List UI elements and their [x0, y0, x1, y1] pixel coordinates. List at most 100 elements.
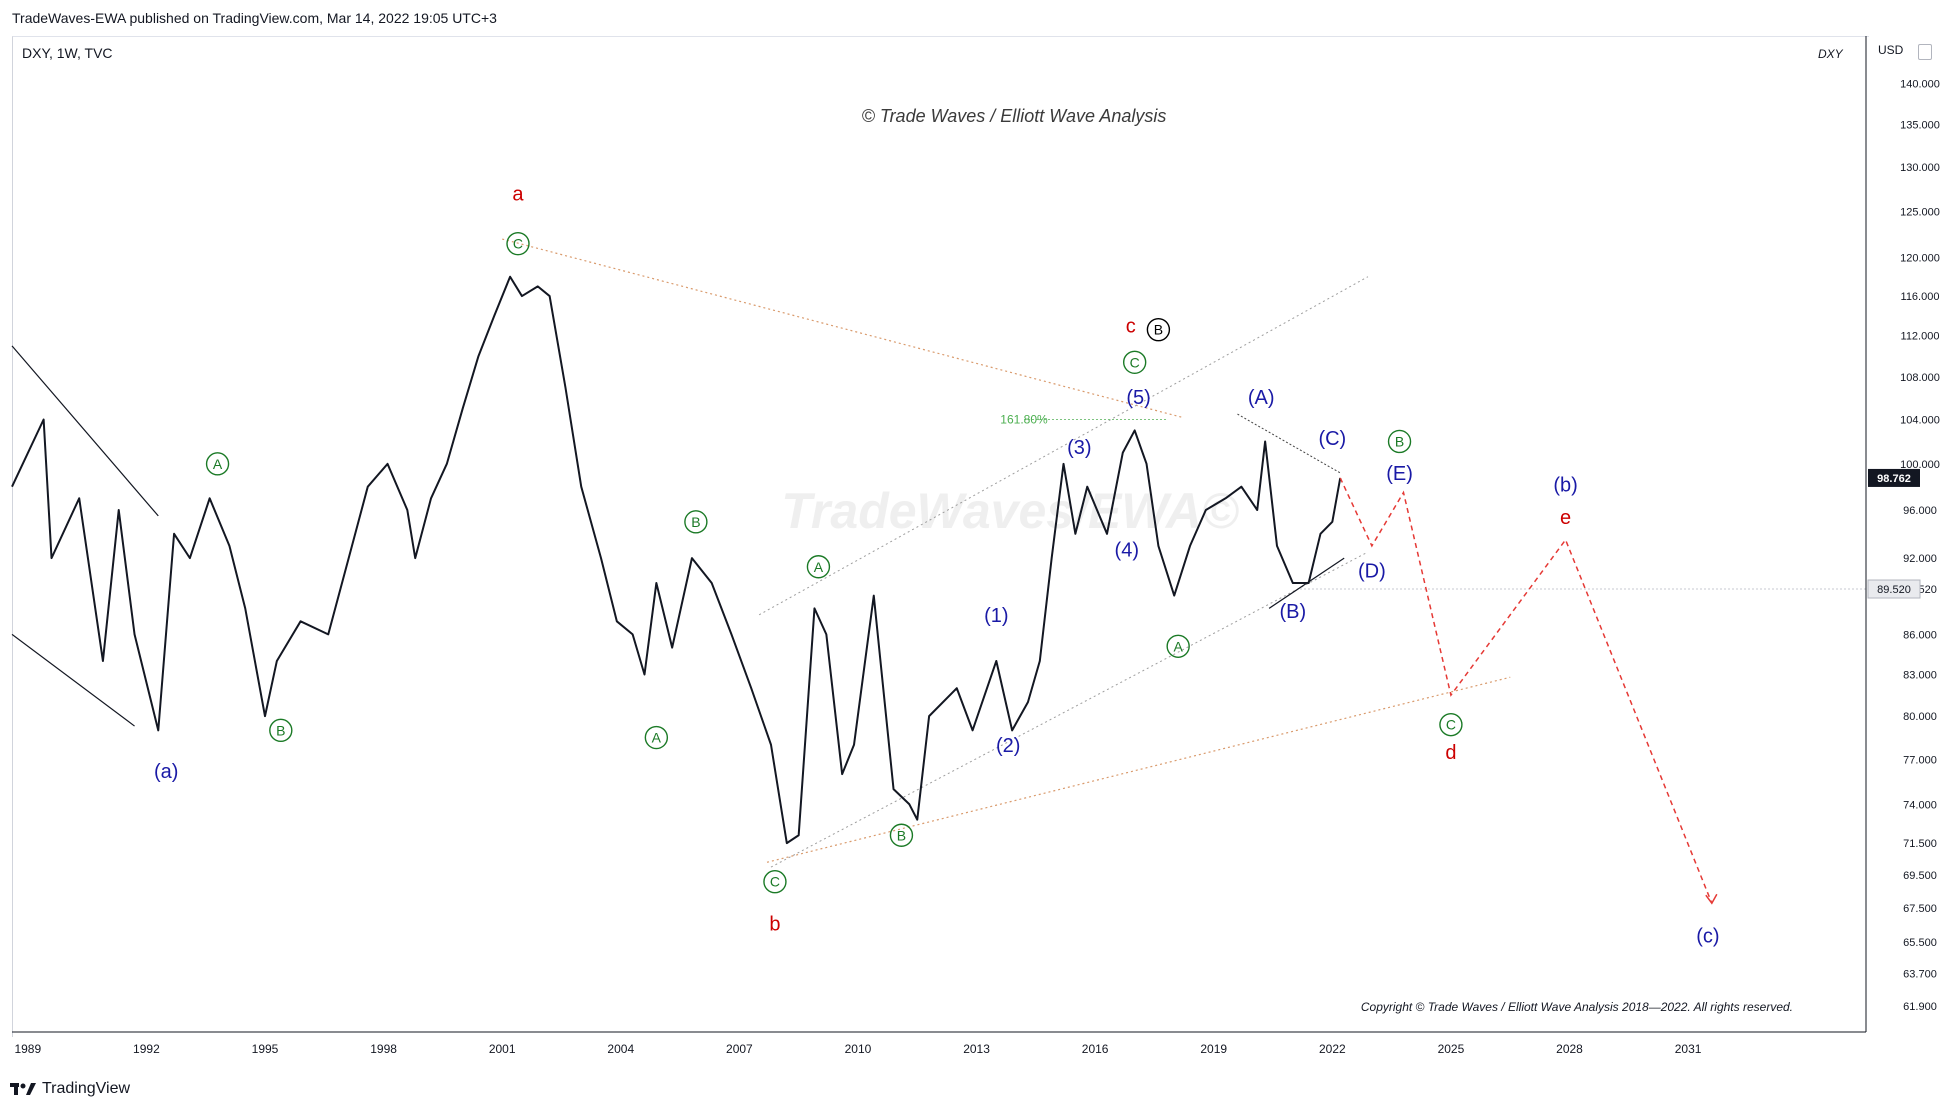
wave-label: b — [769, 913, 780, 935]
price-tick-label: 112.000 — [1901, 331, 1940, 343]
currency-settings-icon[interactable] — [1918, 44, 1932, 60]
price-tick-label: 77.000 — [1903, 754, 1937, 766]
wave-label: C — [1446, 717, 1456, 733]
wave-label: (B) — [1279, 601, 1306, 623]
wave-label: (A) — [1248, 387, 1275, 409]
currency-label[interactable]: USD — [1878, 43, 1904, 57]
wave-label: (3) — [1067, 437, 1091, 459]
wave-label-circle — [269, 718, 293, 743]
wave-label: e — [1560, 507, 1571, 529]
symbol-right: DXY — [1818, 47, 1843, 61]
time-tick-label: 2028 — [1556, 1042, 1583, 1056]
price-tick-label: 63.700 — [1903, 969, 1937, 981]
time-tick-label: 2031 — [1675, 1042, 1702, 1056]
trendline-3 — [770, 551, 1369, 868]
wave-label: (E) — [1386, 463, 1413, 485]
last-price-box — [1868, 468, 1920, 487]
wave-label-circle — [1439, 712, 1463, 737]
wave-label: d — [1445, 742, 1456, 764]
wave-label: (c) — [1696, 925, 1719, 947]
wave-label: (2) — [996, 735, 1020, 757]
tradingview-logo-icon — [10, 1083, 36, 1095]
wave-label: (b) — [1553, 474, 1577, 496]
price-tick-label: 67.500 — [1903, 903, 1937, 915]
symbol-line[interactable]: DXY, 1W, TVC — [22, 45, 113, 61]
wave-label-circle — [1387, 429, 1412, 454]
trendline-1 — [766, 676, 1511, 863]
price-tick-label: 100.000 — [1900, 459, 1940, 471]
projection-arrowhead — [1705, 893, 1718, 905]
watermark: TradeWaves/EWA© — [781, 483, 1239, 539]
price-tick-label: 71.500 — [1903, 838, 1937, 850]
chart-title: © Trade Waves / Elliott Wave Analysis — [862, 106, 1167, 126]
price-tick-label: 61.900 — [1903, 1001, 1937, 1013]
price-tick-label: 135.000 — [1900, 120, 1940, 132]
wave-label-circle — [1166, 634, 1190, 658]
price-tick-label: 74.000 — [1903, 799, 1937, 811]
wave-label: B — [1395, 433, 1404, 449]
wave-label: (D) — [1358, 560, 1386, 582]
wave-label-circle — [763, 870, 787, 894]
wave-label: B — [276, 722, 285, 738]
wave-label-circle — [1122, 350, 1147, 374]
wave-label-circle — [1146, 317, 1171, 342]
marked-price-label: 89.520 — [1877, 584, 1911, 596]
wave-label: A — [814, 559, 824, 575]
published-line: TradeWaves-EWA published on TradingView.… — [12, 10, 497, 26]
wave-label: c — [1126, 316, 1136, 338]
time-tick-label: 2004 — [607, 1042, 634, 1056]
trendline-4 — [11, 345, 159, 517]
wave-label: B — [897, 827, 906, 843]
price-tick-label: 65.500 — [1903, 937, 1937, 949]
price-tick-label: 140.000 — [1900, 78, 1940, 90]
price-tick-label: 130.000 — [1900, 162, 1940, 174]
wave-label: C — [1130, 354, 1140, 370]
wave-label: A — [1173, 638, 1183, 654]
time-tick-label: 2022 — [1319, 1042, 1346, 1056]
wave-label-circle — [205, 452, 230, 476]
wave-label: B — [691, 514, 700, 530]
price-series-line — [11, 275, 1342, 845]
wave-label-circle — [806, 555, 831, 579]
time-tick-label: 2010 — [845, 1042, 872, 1056]
price-tick-label: 104.000 — [1900, 415, 1940, 427]
time-tick-label: 1998 — [370, 1042, 397, 1056]
chart-frame — [12, 36, 1869, 1037]
time-tick-label: 2007 — [726, 1042, 753, 1056]
wave-label: A — [652, 730, 662, 746]
price-tick-label: 120.000 — [1900, 253, 1940, 265]
trendline-2 — [758, 276, 1369, 616]
wave-label: (a) — [154, 761, 178, 783]
projection-line — [1339, 477, 1713, 904]
footer-brand-label: TradingView — [42, 1080, 131, 1097]
price-tick-label: 125.000 — [1900, 207, 1940, 219]
time-tick-label: 1995 — [252, 1042, 279, 1056]
wave-label-circle — [644, 725, 669, 750]
price-tick-label: 69.500 — [1903, 870, 1937, 882]
price-tick-label: 80.000 — [1903, 711, 1937, 723]
time-tick-label: 2001 — [489, 1042, 516, 1056]
time-tick-label: 1989 — [14, 1042, 41, 1056]
price-tick-label: 116.000 — [1901, 291, 1940, 303]
price-tick-label: 83.000 — [1903, 670, 1937, 682]
wave-label-circle — [684, 510, 708, 534]
price-tick-label: 92.000 — [1903, 553, 1937, 565]
wave-label-circle — [506, 231, 530, 256]
wave-label: (C) — [1318, 428, 1346, 450]
wave-label: (1) — [984, 605, 1008, 627]
wave-label: a — [512, 184, 524, 206]
marked-price-box — [1867, 579, 1921, 599]
copyright-text: Copyright © Trade Waves / Elliott Wave A… — [1361, 1000, 1793, 1014]
trendline-5 — [11, 633, 135, 727]
time-tick-label: 2016 — [1082, 1042, 1109, 1056]
fib-label: 161.80% — [1000, 413, 1048, 427]
wave-label: (4) — [1115, 540, 1139, 562]
time-tick-label: 2019 — [1200, 1042, 1227, 1056]
trendline-0 — [502, 238, 1183, 418]
time-tick-label: 2013 — [963, 1042, 990, 1056]
footer-brand[interactable]: TradingView — [10, 1080, 130, 1098]
wave-label: B — [1154, 322, 1163, 338]
wave-label: A — [213, 456, 223, 472]
wave-label: (5) — [1126, 387, 1150, 409]
